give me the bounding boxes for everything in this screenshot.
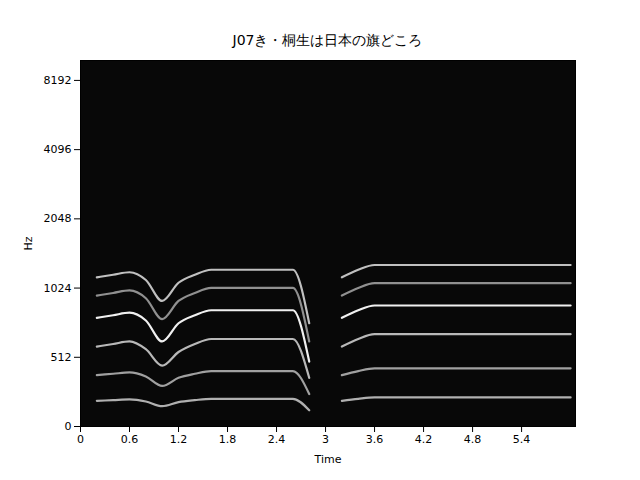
html-text:J07き・桐生は日本の旗どころ: J07き・桐生は日本の旗どころ (232, 32, 423, 48)
svg-text:3: 3 (322, 433, 329, 446)
svg-text:5.4: 5.4 (513, 433, 531, 446)
svg-text:4096: 4096 (44, 143, 72, 156)
svg-text:3.6: 3.6 (366, 433, 384, 446)
svg-text:1024: 1024 (44, 282, 72, 295)
svg-text:2.4: 2.4 (268, 433, 286, 446)
svg-text:1.8: 1.8 (219, 433, 237, 446)
svg-text:4.8: 4.8 (464, 433, 482, 446)
svg-text:0: 0 (77, 433, 84, 446)
svg-text:0.6: 0.6 (121, 433, 139, 446)
svg-text:Time: Time (314, 453, 342, 466)
svg-text:1.2: 1.2 (170, 433, 188, 446)
svg-text:8192: 8192 (44, 74, 72, 87)
svg-text:0: 0 (65, 420, 72, 433)
svg-text:4.2: 4.2 (415, 433, 433, 446)
svg-text:512: 512 (51, 351, 72, 364)
svg-text:2048: 2048 (44, 212, 72, 225)
svg-text:Hz: Hz (22, 236, 35, 250)
